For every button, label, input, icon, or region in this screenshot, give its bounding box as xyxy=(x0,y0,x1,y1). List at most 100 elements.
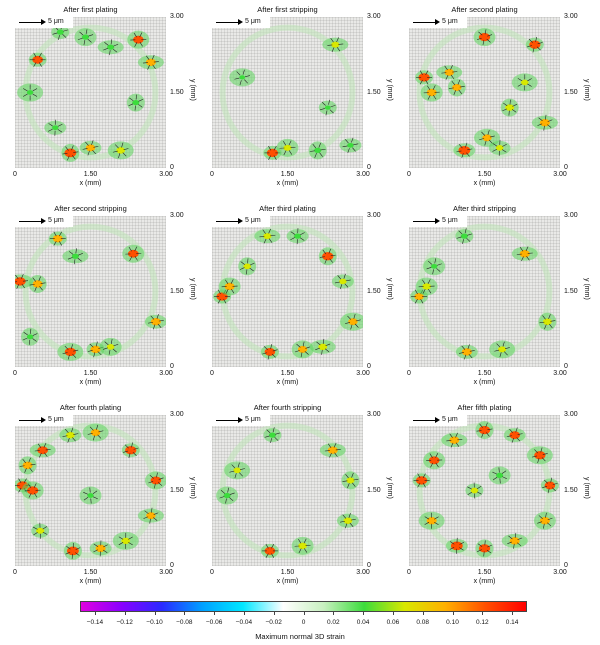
displacement-vector xyxy=(67,354,70,360)
displacement-vector xyxy=(476,430,482,432)
displacement-vector xyxy=(427,260,433,265)
displacement-vector xyxy=(67,437,70,443)
displacement-vector xyxy=(419,70,423,75)
displacement-vector xyxy=(333,442,337,448)
strain-hotspot xyxy=(318,343,328,351)
strain-hotspots xyxy=(17,24,164,162)
displacement-vector xyxy=(244,79,248,84)
displacement-vector xyxy=(78,253,83,256)
displacement-vector xyxy=(231,464,236,469)
y-axis-label: y (mm) xyxy=(386,277,393,300)
y-tick-label: 0 xyxy=(367,562,371,569)
x-axis-label: x (mm) xyxy=(473,180,496,187)
displacement-vector xyxy=(39,286,43,291)
colorbar-tick-mark xyxy=(154,612,156,615)
x-tick-label: 1.50 xyxy=(83,171,98,178)
displacement-vector xyxy=(456,150,462,153)
strain-hotspot xyxy=(418,73,430,82)
strain-hotspot xyxy=(452,83,462,91)
y-axis-label: y (mm) xyxy=(583,78,590,101)
displacement-vector xyxy=(16,284,20,289)
displacement-vector xyxy=(294,350,300,353)
colorbar-tick-mark xyxy=(184,612,186,615)
x-tick-label: 3.00 xyxy=(356,370,370,377)
displacement-vector xyxy=(422,473,426,478)
displacement-vector xyxy=(245,75,251,77)
displacement-vector xyxy=(344,283,349,288)
scale-arrow-icon xyxy=(41,417,46,423)
strain-hotspot xyxy=(150,476,162,485)
displacement-vector xyxy=(237,462,240,468)
displacement-vector xyxy=(298,538,302,544)
displacement-vector xyxy=(67,257,73,260)
x-tick-label: 1.50 xyxy=(280,171,295,178)
displacement-vector xyxy=(40,282,46,284)
displacement-vector xyxy=(484,140,487,146)
displacement-vector xyxy=(83,491,88,495)
strain-hotspot xyxy=(133,35,144,44)
x-tick-label: 1.50 xyxy=(280,569,295,576)
displacement-vector xyxy=(59,231,63,237)
displacement-vector xyxy=(527,83,532,87)
displacement-vector xyxy=(93,352,96,358)
scale-arrow-icon xyxy=(238,19,243,25)
displacement-vector xyxy=(30,463,36,466)
strain-hotspot xyxy=(482,134,492,142)
displacement-vector xyxy=(93,496,98,500)
displacement-vector xyxy=(28,457,31,463)
displacement-vector xyxy=(75,552,80,556)
colorbar-tick-label: 0.06 xyxy=(386,619,400,626)
displacement-vector xyxy=(239,80,242,86)
scale-bar: 5 μm xyxy=(15,216,73,227)
displacement-vector xyxy=(88,34,94,37)
displacement-vector xyxy=(466,237,471,242)
y-tick-label: 1.50 xyxy=(170,88,184,96)
scale-bar: 5 μm xyxy=(409,17,467,28)
x-tick-label: 3.00 xyxy=(356,171,370,178)
displacement-vector xyxy=(229,492,235,495)
displacement-vector xyxy=(449,546,455,550)
displacement-vector xyxy=(458,352,464,354)
displacement-vector xyxy=(450,442,454,448)
y-tick-label: 1.50 xyxy=(367,88,381,96)
displacement-vector xyxy=(532,47,535,53)
displacement-vector xyxy=(118,536,124,540)
colorbar-gradient xyxy=(80,601,527,612)
displacement-vector xyxy=(109,50,111,56)
displacement-vector xyxy=(424,521,430,525)
displacement-vector xyxy=(64,428,69,434)
displacement-vector xyxy=(48,123,53,127)
scale-bar-label: 5 μm xyxy=(245,18,261,25)
scale-bar-line xyxy=(413,221,437,222)
strain-map: 5 μm xyxy=(15,415,166,566)
strain-hotspot xyxy=(339,278,347,285)
strain-hotspots xyxy=(219,24,362,161)
displacement-vector xyxy=(467,233,473,236)
strain-ring xyxy=(416,422,553,559)
scale-bar: 5 μm xyxy=(15,415,73,426)
displacement-vector xyxy=(550,477,553,483)
displacement-vector xyxy=(485,422,488,428)
displacement-vector xyxy=(353,479,359,481)
displacement-vector xyxy=(28,483,32,489)
displacement-vector xyxy=(149,518,151,524)
displacement-vector xyxy=(434,521,439,525)
displacement-vector xyxy=(92,490,98,495)
displacement-vector xyxy=(98,430,104,433)
displacement-vector xyxy=(527,45,533,48)
x-tick-label: 0 xyxy=(13,171,17,178)
displacement-vector xyxy=(89,426,94,431)
strain-hotspot xyxy=(297,345,308,353)
displacement-vector xyxy=(152,64,156,69)
displacement-vector xyxy=(466,152,470,157)
y-tick-label: 0 xyxy=(170,164,174,171)
scale-arrow-icon xyxy=(238,218,243,224)
displacement-vector xyxy=(538,117,543,122)
y-tick-label: 0 xyxy=(367,164,371,171)
y-tick-label: 3.00 xyxy=(170,212,184,219)
displacement-vector xyxy=(44,452,48,457)
scale-bar-line xyxy=(19,22,43,23)
strain-hotspot xyxy=(509,431,520,440)
strain-hotspot xyxy=(449,436,460,444)
strain-hotspot xyxy=(264,546,276,555)
